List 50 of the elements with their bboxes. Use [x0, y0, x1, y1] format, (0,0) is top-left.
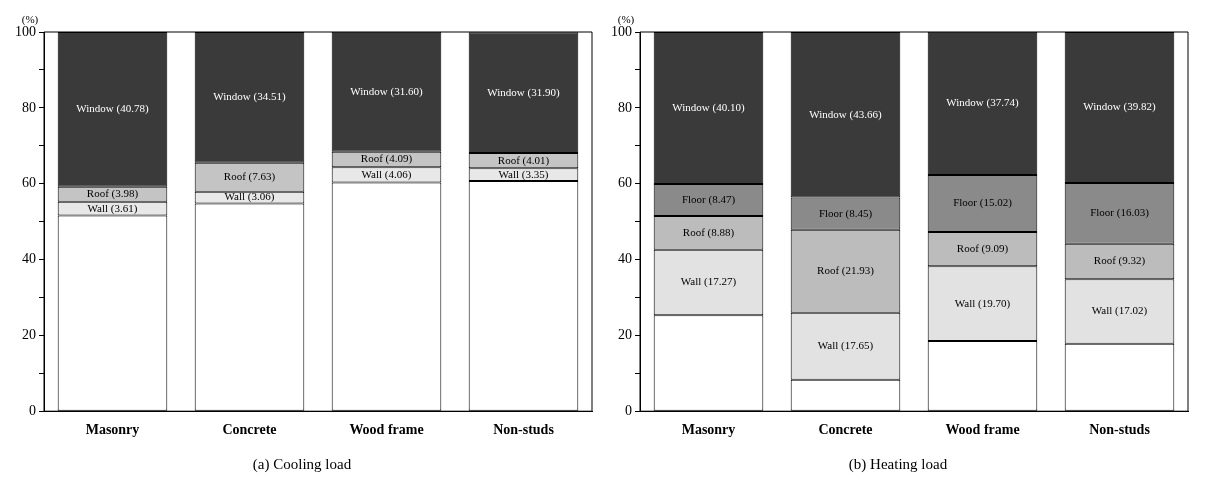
data-label: Window (37.74) — [946, 96, 1019, 110]
y-tick-label: 60 — [618, 175, 632, 191]
data-label: Floor (8.47) — [681, 192, 736, 206]
data-label: Window (40.78) — [76, 102, 149, 116]
x-tick-label: Non-studs — [1089, 422, 1151, 438]
y-tick-label: 40 — [22, 251, 36, 267]
data-label: Wall (17.65) — [817, 339, 874, 353]
data-label: Window (34.51) — [213, 90, 286, 104]
data-label: Floor (15.02) — [953, 196, 1013, 210]
data-label: Floor (16.03) — [1090, 206, 1150, 220]
y-tick-label: 80 — [618, 99, 632, 115]
x-tick-label: Masonry — [681, 422, 736, 438]
y-tick-label: 0 — [29, 402, 36, 418]
y-tick-label: 20 — [618, 327, 632, 343]
data-label: Roof (4.09) — [360, 152, 413, 166]
text: (a) Cooling load — [252, 455, 352, 473]
data-label: Wall (3.06) — [224, 190, 275, 204]
data-label: Roof (3.98) — [86, 187, 139, 201]
data-label: Window (39.82) — [1083, 100, 1156, 114]
y-axis-title: (%) — [617, 13, 635, 27]
data-label: Roof (9.09) — [956, 242, 1009, 255]
data-label: Roof (4.01) — [497, 153, 550, 167]
data-label: Floor (8.45) — [818, 206, 873, 220]
data-label: Window (43.66) — [809, 107, 882, 121]
y-tick-label: 0 — [625, 402, 632, 418]
text: (b) Heating load — [848, 455, 948, 473]
data-label: Roof (21.93) — [817, 264, 875, 278]
y-tick-label: 20 — [22, 327, 36, 343]
x-tick-label: Masonry — [85, 422, 140, 438]
x-tick-label: Concrete — [818, 422, 873, 438]
x-tick-label: Wood frame — [945, 422, 1020, 438]
data-label: Wall (3.61) — [87, 201, 138, 215]
data-label: Roof (8.88) — [682, 225, 735, 239]
x-tick-label: Non-studs — [493, 422, 555, 438]
x-tick-label: Concrete — [222, 422, 277, 438]
y-axis-title: (%) — [21, 13, 39, 27]
data-label: Roof (7.63) — [223, 170, 276, 184]
data-label: Wall (17.27) — [680, 275, 737, 289]
y-tick-label: 80 — [22, 99, 36, 115]
data-label: Wall (19.70) — [954, 296, 1011, 310]
data-label: Window (31.90) — [487, 85, 560, 99]
x-tick-label: Wood frame — [349, 422, 424, 438]
data-label: Roof (9.32) — [1093, 254, 1146, 268]
data-label: Wall (4.06) — [361, 167, 412, 181]
data-label: Wall (17.02) — [1091, 304, 1148, 318]
data-label: Window (31.60) — [350, 84, 423, 98]
data-label: Window (40.10) — [672, 100, 745, 114]
y-tick-label: 40 — [618, 251, 632, 267]
y-tick-label: 60 — [22, 175, 36, 191]
data-label: Wall (3.35) — [498, 167, 549, 181]
